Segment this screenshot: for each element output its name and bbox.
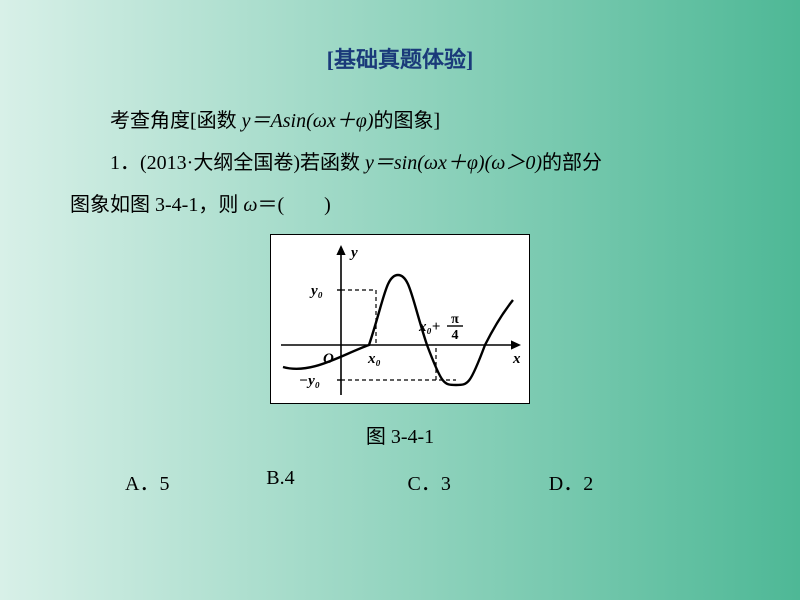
slide-content: [基础真题体验] 考查角度[函数 y＝Asin(ωx＋φ)的图象] 1．(201… — [0, 0, 800, 496]
answer-options: A．5 B.4 C．3 D．2 — [70, 467, 730, 496]
svg-text:y₀: y₀ — [309, 283, 323, 299]
exam-angle-line: 考查角度[函数 y＝Asin(ωx＋φ)的图象] — [70, 100, 730, 142]
option-a: A．5 — [125, 467, 266, 496]
equation: y＝Asin(ωx＋φ) — [242, 110, 374, 132]
equation: y＝sin(ωx＋φ)(ω＞0) — [365, 152, 542, 174]
svg-text:π: π — [451, 312, 459, 327]
text: 考查角度[函数 — [110, 110, 242, 132]
chart-svg: yxOy₀−y₀x₀x₀+π4 — [271, 235, 531, 405]
text: 的部分 — [542, 152, 602, 174]
svg-text:4: 4 — [452, 328, 459, 343]
svg-text:y: y — [349, 245, 358, 261]
question-line-2: 图象如图 3-4-1，则 ω＝( ) — [70, 184, 730, 226]
section-title: [基础真题体验] — [70, 42, 730, 74]
svg-text:x₀: x₀ — [367, 351, 381, 367]
option-c: C．3 — [408, 467, 549, 496]
svg-text:x: x — [512, 351, 521, 367]
svg-text:x₀+: x₀+ — [418, 319, 440, 335]
question-line-1: 1．(2013·大纲全国卷)若函数 y＝sin(ωx＋φ)(ω＞0)的部分 — [70, 142, 730, 184]
text: 的图象] — [374, 110, 441, 132]
variable: ω — [243, 194, 257, 216]
svg-text:−y₀: −y₀ — [299, 373, 320, 389]
option-b: B.4 — [266, 467, 407, 496]
text: 1．(2013·大纲全国卷)若函数 — [110, 152, 365, 174]
figure-caption: 图 3-4-1 — [70, 420, 730, 449]
sine-graph: yxOy₀−y₀x₀x₀+π4 — [270, 234, 530, 404]
chart-container: yxOy₀−y₀x₀x₀+π4 图 3-4-1 — [70, 234, 730, 449]
text: ＝( ) — [257, 194, 330, 216]
option-d: D．2 — [549, 467, 690, 496]
text: 图象如图 3-4-1，则 — [70, 194, 243, 216]
